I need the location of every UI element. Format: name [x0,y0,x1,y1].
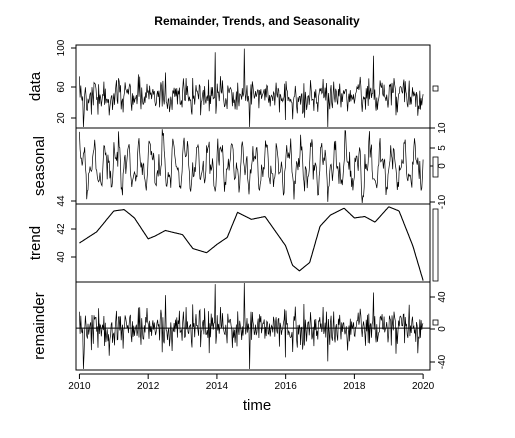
x-tick-label: 2012 [137,381,160,392]
x-tick-label: 2010 [68,381,91,392]
trend-y-tick-label: 40 [56,251,67,263]
panel-seasonal: -10 0 5 10 seasonal [31,122,448,209]
data-panel-label: data [27,71,44,101]
remainder-panel-label: remainder [31,292,48,360]
trend-series-line [79,206,424,281]
x-tick-label: 2020 [412,381,435,392]
x-tick-label: 2018 [343,381,366,392]
data-y-tick-label: 100 [56,39,67,56]
panel-seasonal-frame [75,127,431,205]
seasonal-y-tick-label: 5 [437,145,448,151]
x-axis-label: time [243,397,271,414]
seasonal-panel-label: seasonal [31,136,48,196]
trend-y-tick-label: 42 [56,223,67,235]
data-y-tick-label: 20 [56,112,67,124]
panel-remainder: -40 0 40 remainder [31,281,448,371]
chart-title: Remainder, Trends, and Seasonality [154,14,360,28]
remainder-y-tick-label: 40 [437,291,448,303]
remainder-scale-bar [432,319,439,326]
trend-panel-label: trend [27,226,44,260]
seasonal-scale-bar [432,156,439,178]
data-series-line [79,48,424,128]
trend-y-tick-label: 44 [56,195,67,207]
panel-data: 20 60 100 data [27,39,431,129]
panels-group: 20 60 100 data -10 0 5 10 seasonal 40 42 44 trend -40… [27,39,448,371]
x-tick-label: 2014 [206,381,229,392]
data-scale-bar [432,85,439,92]
remainder-series-line [79,282,424,370]
panel-trend: 40 42 44 trend [27,195,431,283]
remainder-y-tick-label: 0 [437,326,448,332]
trend-scale-bar [432,208,439,282]
seasonal-y-tick-label: 0 [437,163,448,169]
x-axis: 2010 2012 2014 2016 2018 2020 [68,373,435,392]
remainder-y-tick-label: -40 [437,354,448,369]
data-y-tick-label: 60 [56,81,67,93]
x-tick-label: 2016 [275,381,298,392]
panel-trend-frame [75,203,431,283]
seasonal-y-tick-label: -10 [437,194,448,209]
seasonal-y-tick-label: 10 [437,122,448,134]
seasonal-series-line [79,129,424,204]
